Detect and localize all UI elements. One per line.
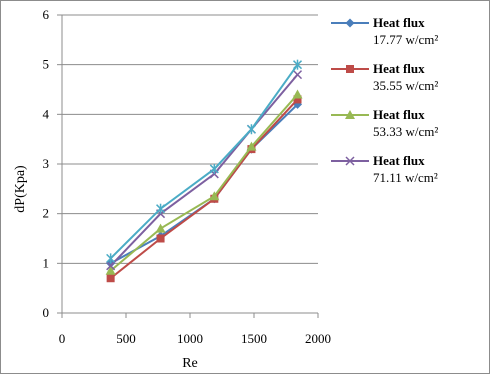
data-point [106, 274, 115, 283]
series-3 [105, 89, 303, 275]
legend-item-2: Heat flux 35.55 w/cm² [331, 61, 438, 93]
legend-item-3: Heat flux 53.33 w/cm² [331, 107, 438, 139]
legend-marker [346, 65, 354, 73]
data-point [246, 141, 257, 151]
x-tick-label: 2000 [305, 331, 331, 346]
legend-item-1: Heat flux 17.77 w/cm² [331, 15, 438, 47]
data-point [292, 59, 303, 70]
legend-label: 53.33 w/cm² [373, 124, 438, 139]
legend-label: 35.55 w/cm² [373, 78, 438, 93]
data-point [105, 265, 116, 275]
data-point [156, 234, 165, 243]
data-point [292, 70, 303, 80]
legend-marker [345, 110, 355, 119]
x-tick-label: 500 [116, 331, 136, 346]
series-5 [106, 59, 303, 264]
marker-stroke [345, 156, 355, 166]
data-point [209, 191, 220, 201]
legend-marker [345, 156, 355, 166]
y-tick-label: 6 [43, 7, 50, 22]
data-point [106, 253, 116, 264]
x-tick-label: 1500 [241, 331, 267, 346]
legend-label: Heat flux [373, 61, 425, 76]
legend: Heat flux 17.77 w/cm² Heat flux 35.55 w/cm²… [331, 15, 438, 185]
x-axis-title: Re [182, 356, 198, 371]
x-tick-label: 1000 [177, 331, 203, 346]
y-tick-label: 5 [43, 57, 50, 72]
y-tick-label: 3 [43, 156, 50, 171]
y-tick-label: 1 [43, 255, 50, 270]
legend-label: Heat flux [373, 107, 425, 122]
axes: 0 1 2 3 4 5 6 0 500 1000 1500 2000 [43, 7, 332, 346]
series-group [105, 59, 303, 283]
data-point [156, 203, 166, 214]
y-tick-label: 0 [43, 305, 50, 320]
data-point [292, 89, 303, 99]
data-point [155, 223, 166, 233]
legend-label: Heat flux [373, 153, 425, 168]
legend-item-4: Heat flux 71.11 w/cm² [331, 153, 438, 185]
data-point [209, 163, 219, 174]
series-line [109, 64, 299, 260]
grid-lines [62, 14, 318, 264]
data-point [106, 261, 116, 271]
marker-stroke [106, 261, 116, 271]
legend-marker [345, 18, 355, 28]
legend-label: 71.11 w/cm² [373, 170, 438, 185]
legend-label: Heat flux [373, 15, 425, 30]
data-point [246, 124, 256, 135]
y-tick-label: 4 [43, 106, 50, 121]
y-tick-label: 2 [43, 206, 50, 221]
x-tick-label: 0 [59, 331, 66, 346]
y-axis-title: dP(Kpa) [13, 165, 28, 213]
marker-stroke [292, 70, 303, 80]
legend-label: 17.77 w/cm² [373, 32, 438, 47]
data-point [293, 95, 302, 104]
